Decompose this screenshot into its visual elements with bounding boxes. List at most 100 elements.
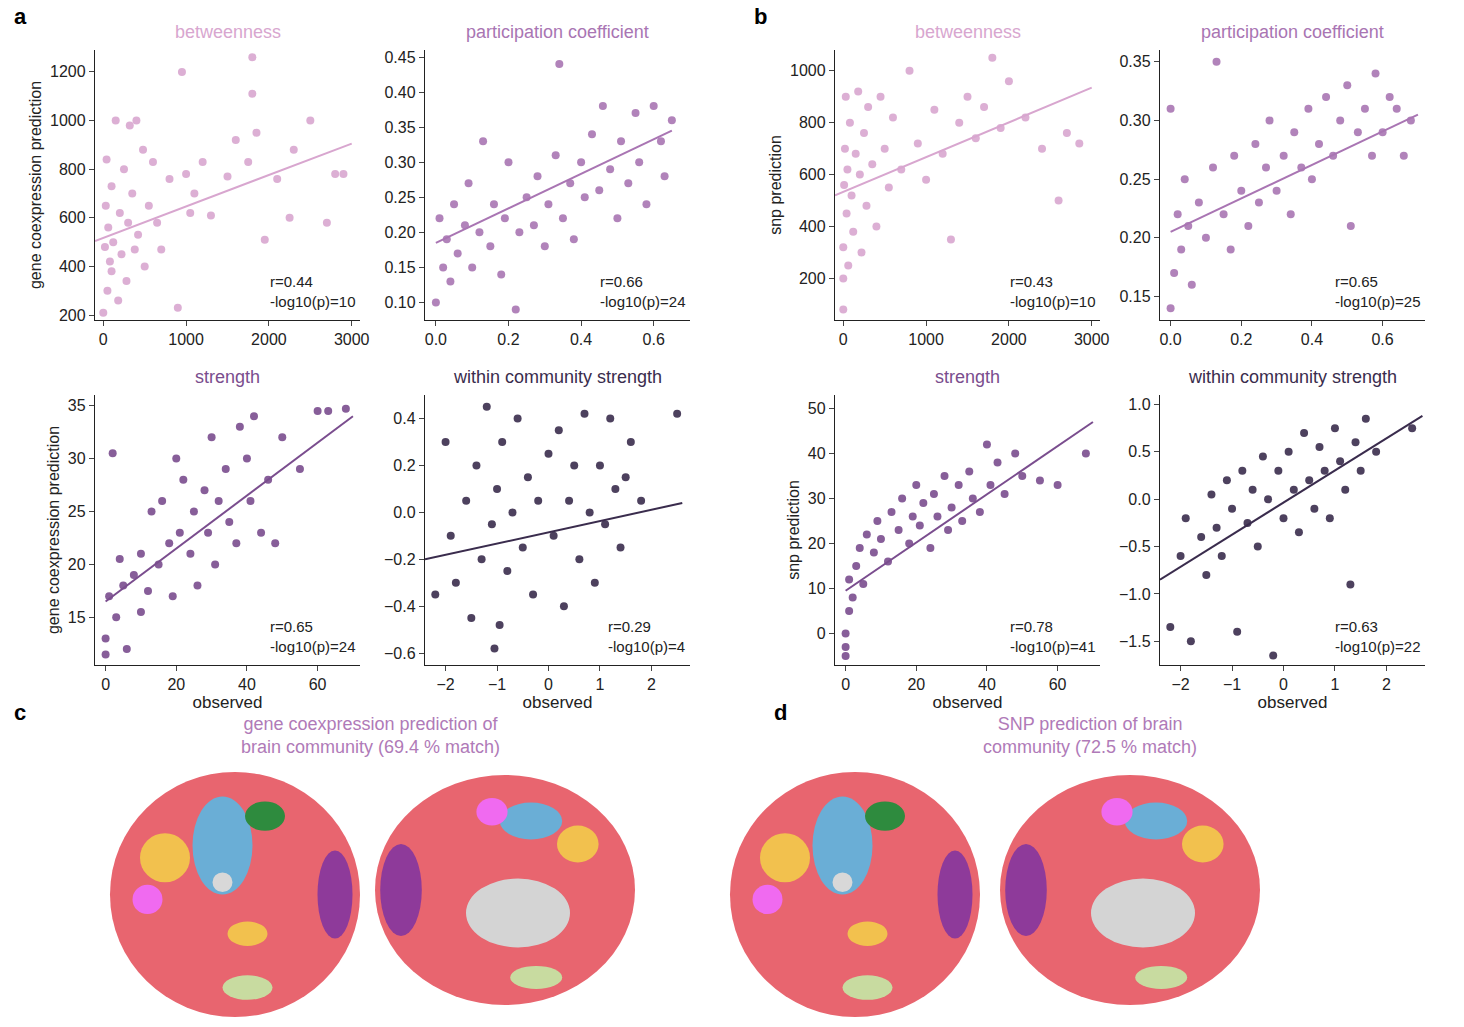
svg-text:0.10: 0.10 <box>384 294 415 311</box>
svg-text:0.15: 0.15 <box>384 259 415 276</box>
svg-text:0: 0 <box>839 331 848 348</box>
svg-text:betweenness: betweenness <box>175 22 281 42</box>
svg-text:3000: 3000 <box>334 331 370 348</box>
svg-text:600: 600 <box>799 166 826 183</box>
svg-text:60: 60 <box>309 676 327 693</box>
svg-text:35: 35 <box>68 397 86 414</box>
svg-text:1200: 1200 <box>50 63 86 80</box>
svg-text:0.20: 0.20 <box>1119 229 1150 246</box>
svg-text:within community strength: within community strength <box>453 367 662 387</box>
svg-text:0.45: 0.45 <box>384 49 415 66</box>
svg-text:0.2: 0.2 <box>393 457 415 474</box>
svg-text:within community strength: within community strength <box>1188 367 1397 387</box>
svg-text:c: c <box>14 700 26 725</box>
svg-text:snp prediction: snp prediction <box>767 135 784 235</box>
svg-text:60: 60 <box>1049 676 1067 693</box>
svg-text:1000: 1000 <box>50 112 86 129</box>
svg-text:observed: observed <box>193 693 263 712</box>
svg-text:0.6: 0.6 <box>1371 331 1393 348</box>
svg-text:0: 0 <box>1279 676 1288 693</box>
svg-text:a: a <box>14 4 27 29</box>
svg-text:0.2: 0.2 <box>1230 331 1252 348</box>
svg-text:strength: strength <box>195 367 260 387</box>
svg-text:r=0.29-log10(p)=4: r=0.29-log10(p)=4 <box>608 618 685 655</box>
svg-text:0.40: 0.40 <box>384 84 415 101</box>
svg-text:0.4: 0.4 <box>570 331 592 348</box>
svg-text:0.4: 0.4 <box>393 410 415 427</box>
svg-text:1000: 1000 <box>908 331 944 348</box>
svg-text:participation coefficient: participation coefficient <box>1201 22 1384 42</box>
svg-text:800: 800 <box>799 114 826 131</box>
svg-text:−0.6: −0.6 <box>384 645 416 662</box>
svg-text:−0.4: −0.4 <box>384 598 416 615</box>
svg-text:0.2: 0.2 <box>497 331 519 348</box>
svg-text:2000: 2000 <box>251 331 287 348</box>
svg-text:10: 10 <box>808 580 826 597</box>
svg-text:0: 0 <box>817 625 826 642</box>
svg-text:r=0.43-log10(p)=10: r=0.43-log10(p)=10 <box>1010 273 1095 310</box>
svg-text:r=0.78-log10(p)=41: r=0.78-log10(p)=41 <box>1010 618 1095 655</box>
svg-text:−1.5: −1.5 <box>1119 633 1151 650</box>
svg-text:b: b <box>754 4 767 29</box>
svg-text:0.35: 0.35 <box>1119 53 1150 70</box>
svg-text:−0.5: −0.5 <box>1119 538 1151 555</box>
svg-text:30: 30 <box>68 450 86 467</box>
svg-text:1000: 1000 <box>168 331 204 348</box>
svg-text:−2: −2 <box>1171 676 1189 693</box>
svg-text:0.25: 0.25 <box>384 189 415 206</box>
svg-text:1.0: 1.0 <box>1128 396 1150 413</box>
svg-text:1000: 1000 <box>790 62 826 79</box>
svg-text:200: 200 <box>59 307 86 324</box>
svg-text:25: 25 <box>68 503 86 520</box>
svg-text:2: 2 <box>647 676 656 693</box>
svg-text:20: 20 <box>167 676 185 693</box>
svg-text:−0.2: −0.2 <box>384 551 416 568</box>
svg-text:400: 400 <box>799 218 826 235</box>
svg-text:400: 400 <box>59 258 86 275</box>
svg-text:20: 20 <box>68 556 86 573</box>
svg-text:50: 50 <box>808 400 826 417</box>
svg-text:SNP prediction of braincommuni: SNP prediction of braincommunity (72.5 %… <box>983 714 1197 757</box>
svg-text:0.15: 0.15 <box>1119 288 1150 305</box>
svg-text:gene coexpression prediction o: gene coexpression prediction ofbrain com… <box>241 714 500 757</box>
svg-text:0.20: 0.20 <box>384 224 415 241</box>
svg-text:r=0.65-log10(p)=24: r=0.65-log10(p)=24 <box>270 618 355 655</box>
svg-text:betweenness: betweenness <box>915 22 1021 42</box>
svg-text:−1: −1 <box>488 676 506 693</box>
svg-text:0.5: 0.5 <box>1128 443 1150 460</box>
svg-text:0.25: 0.25 <box>1119 171 1150 188</box>
svg-text:0: 0 <box>99 331 108 348</box>
svg-text:40: 40 <box>238 676 256 693</box>
svg-text:snp prediction: snp prediction <box>785 480 802 580</box>
svg-text:15: 15 <box>68 609 86 626</box>
svg-text:30: 30 <box>808 490 826 507</box>
svg-text:1: 1 <box>1330 676 1339 693</box>
svg-text:0: 0 <box>101 676 110 693</box>
svg-text:0.35: 0.35 <box>384 119 415 136</box>
svg-text:gene coexpression prediction: gene coexpression prediction <box>45 426 62 634</box>
svg-text:40: 40 <box>978 676 996 693</box>
svg-text:0: 0 <box>544 676 553 693</box>
svg-text:r=0.44-log10(p)=10: r=0.44-log10(p)=10 <box>270 273 355 310</box>
svg-text:2000: 2000 <box>991 331 1027 348</box>
svg-text:0.0: 0.0 <box>425 331 447 348</box>
svg-text:0: 0 <box>841 676 850 693</box>
svg-text:1: 1 <box>595 676 604 693</box>
svg-text:r=0.66-log10(p)=24: r=0.66-log10(p)=24 <box>600 273 685 310</box>
svg-text:0.30: 0.30 <box>384 154 415 171</box>
svg-text:participation coefficient: participation coefficient <box>466 22 649 42</box>
svg-text:−1: −1 <box>1223 676 1241 693</box>
svg-text:2: 2 <box>1382 676 1391 693</box>
svg-text:observed: observed <box>1258 693 1328 712</box>
svg-text:0.0: 0.0 <box>393 504 415 521</box>
svg-text:0.0: 0.0 <box>1128 491 1150 508</box>
svg-text:20: 20 <box>907 676 925 693</box>
svg-text:200: 200 <box>799 270 826 287</box>
svg-text:800: 800 <box>59 161 86 178</box>
svg-text:3000: 3000 <box>1074 331 1110 348</box>
svg-text:0.4: 0.4 <box>1301 331 1323 348</box>
svg-text:r=0.65-log10(p)=25: r=0.65-log10(p)=25 <box>1335 273 1420 310</box>
svg-text:−1.0: −1.0 <box>1119 586 1151 603</box>
svg-text:r=0.63-log10(p)=22: r=0.63-log10(p)=22 <box>1335 618 1420 655</box>
svg-text:observed: observed <box>523 693 593 712</box>
